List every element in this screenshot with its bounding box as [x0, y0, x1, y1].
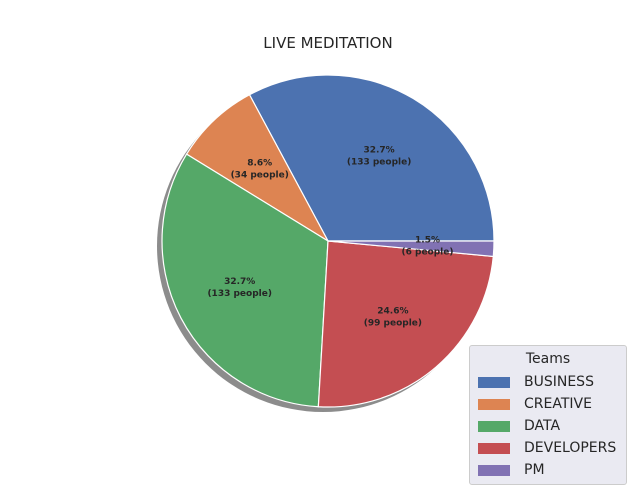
legend-label: PM: [524, 462, 545, 478]
legend-item-developers: DEVELOPERS: [470, 437, 626, 459]
legend-item-creative: CREATIVE: [470, 393, 626, 415]
legend-swatch: [478, 420, 510, 432]
legend-label: CREATIVE: [524, 396, 592, 412]
legend-swatch: [478, 376, 510, 388]
slice-label-business: 32.7% (133 people): [347, 146, 412, 168]
pie-slice-business: [248, 74, 495, 242]
slice-label-developers: 24.6% (99 people): [364, 307, 422, 329]
legend-item-business: BUSINESS: [470, 371, 626, 393]
legend-swatch: [478, 398, 510, 410]
legend: Teams BUSINESS CREATIVE DATA DEVELOPERS PM: [469, 345, 627, 485]
pie-slice-pm: [327, 240, 495, 258]
pie-labels: 32.7% (133 people) 8.6% (34 people) 32.7% (13…: [207, 146, 453, 329]
legend-label: DEVELOPERS: [524, 440, 617, 456]
slice-label-pm: 1.5% (6 people): [402, 236, 454, 258]
legend-swatch: [478, 442, 510, 454]
pie-slice-data: [161, 153, 329, 408]
legend-item-pm: PM: [470, 459, 626, 481]
slice-label-data: 32.7% (133 people): [207, 277, 272, 299]
legend-swatch: [478, 464, 510, 476]
legend-label: BUSINESS: [524, 374, 594, 390]
slice-label-creative: 8.6% (34 people): [231, 159, 289, 181]
legend-items: BUSINESS CREATIVE DATA DEVELOPERS PM: [470, 371, 626, 481]
pie-slice-creative: [185, 93, 330, 243]
legend-item-data: DATA: [470, 415, 626, 437]
legend-label: DATA: [524, 418, 561, 434]
chart-title: LIVE MEDITATION: [263, 34, 393, 52]
pie-slices: [161, 74, 495, 408]
pie-slice-developers: [317, 240, 494, 408]
legend-title: Teams: [525, 351, 571, 367]
